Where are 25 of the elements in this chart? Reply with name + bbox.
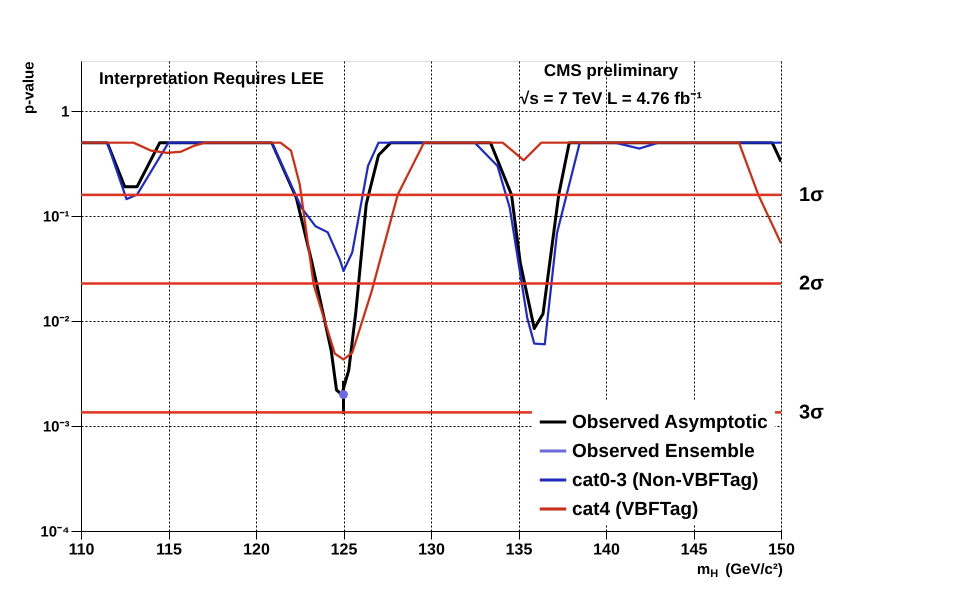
legend-label: Observed Ensemble	[572, 441, 755, 462]
annotation: CMS preliminary	[544, 61, 679, 80]
x-tick-label: 110	[68, 542, 95, 558]
annotation: √s = 7 TeV L = 4.76 fb⁻¹	[520, 89, 702, 108]
annotation: Interpretation Requires LEE	[99, 69, 324, 88]
x-tick-label: 140	[593, 542, 620, 558]
ref-line-label: 2σ	[799, 272, 824, 294]
y-tick-label: 10⁻¹	[42, 208, 70, 226]
legend-label: cat4 (VBFTag)	[572, 499, 698, 520]
y-tick-label: 10⁻³	[42, 418, 70, 436]
x-tick-label: 120	[243, 542, 270, 558]
x-tick-label: 135	[506, 542, 532, 558]
y-tick-label: 1	[61, 104, 70, 121]
x-tick-label: 125	[330, 542, 358, 558]
y-axis-title: p-value	[20, 62, 38, 114]
x-tick-label: 145	[680, 542, 708, 558]
legend-label: cat0-3 (Non-VBFTag)	[572, 470, 758, 491]
ref-line-label: 3σ	[799, 401, 824, 424]
x-tick-label: 130	[418, 542, 445, 558]
ref-line-label: 1σ	[799, 184, 824, 206]
x-tick-label: 150	[768, 542, 795, 558]
y-tick-label: 10⁻⁴	[40, 524, 70, 540]
legend-label: Observed Asymptotic	[572, 412, 768, 433]
x-tick-label: 115	[156, 542, 182, 558]
y-tick-label: 10⁻²	[42, 314, 70, 331]
